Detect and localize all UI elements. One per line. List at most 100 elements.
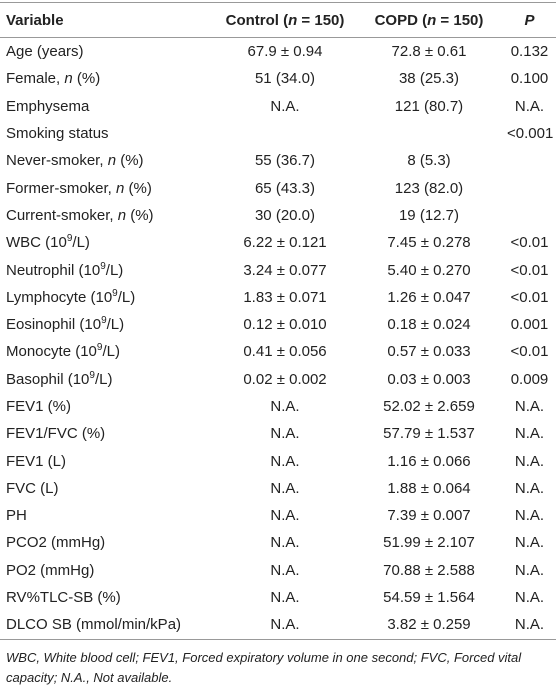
cell xyxy=(503,174,556,201)
cell xyxy=(215,120,355,147)
row-label: PO2 (mmHg) xyxy=(6,561,95,579)
cell: 52.02 ± 2.659 xyxy=(383,398,475,415)
text-part: 9 xyxy=(89,369,95,381)
cell: 123 (82.0) xyxy=(394,179,464,197)
cell: 0.009 xyxy=(510,370,549,388)
cell: N.A. xyxy=(514,589,545,607)
cell: 1.26 ± 0.047 xyxy=(387,288,471,306)
table-row: Former-smoker, n (%) 65 (43.3) 123 (82.0) xyxy=(0,174,556,201)
row-label: DLCO SB (mmol/min/kPa) xyxy=(6,616,182,634)
row-label: Basophil (109/L) xyxy=(0,366,215,393)
cell: 65 (43.3) xyxy=(254,179,316,197)
cell: N.A. xyxy=(270,97,300,115)
cell: 0.132 xyxy=(510,43,549,61)
row-label: WBC (109/L) xyxy=(0,229,215,256)
cell: <0.01 xyxy=(510,234,549,252)
cell: 51 (34.0) xyxy=(254,70,316,88)
text-part: /L) xyxy=(72,234,90,252)
table-row: FVC (L) N.A. 1.88 ± 0.064 N.A. xyxy=(0,475,556,502)
text-part: = 150) xyxy=(436,11,484,29)
data-table: Variable Control (n = 150) COPD (n = 150) P… xyxy=(0,2,556,640)
text-part: 9 xyxy=(101,315,107,327)
text-part: Neutrophil (10 xyxy=(6,261,101,279)
cell: N.A. xyxy=(270,534,300,552)
row-label: FVC (L) xyxy=(6,479,59,497)
cell: 72.8 ± 0.61 xyxy=(391,43,467,61)
header-row: Variable Control (n = 150) COPD (n = 150) P xyxy=(0,2,556,38)
cell: N.A. xyxy=(514,97,545,115)
table-row: Monocyte (109/L) 0.41 ± 0.056 0.57 ± 0.033… xyxy=(0,338,556,365)
cell: 7.45 ± 0.278 xyxy=(387,234,471,252)
text-part: Monocyte (10 xyxy=(6,343,97,361)
text-part: (%) xyxy=(72,70,101,88)
row-label: Lymphocyte (109/L) xyxy=(0,284,215,311)
text-part: Lymphocyte (10 xyxy=(6,288,113,306)
text-part: 9 xyxy=(100,260,106,272)
footnote: WBC, White blood cell; FEV1, Forced expi… xyxy=(6,649,522,685)
cell: 55 (36.7) xyxy=(254,152,316,170)
row-label: PH xyxy=(6,507,27,525)
cell: N.A. xyxy=(270,425,300,443)
table-row: Current-smoker, n (%) 30 (20.0) 19 (12.7) xyxy=(0,202,556,229)
table-row: Smoking status <0.001 xyxy=(0,120,556,147)
table-header: Variable Control (n = 150) COPD (n = 150) P xyxy=(0,2,556,38)
cell: 3.82 ± 0.259 xyxy=(387,616,471,634)
row-label: Age (years) xyxy=(6,43,84,61)
header-cell: COPD (n = 150) xyxy=(355,3,503,38)
table-row: WBC (109/L) 6.22 ± 0.121 7.45 ± 0.278 <0.01 xyxy=(0,229,556,256)
table-row: Emphysema N.A. 121 (80.7) N.A. xyxy=(0,93,556,120)
cell: <0.01 xyxy=(510,343,549,361)
cell: <0.01 xyxy=(510,261,549,279)
table-row: Lymphocyte (109/L) 1.83 ± 0.071 1.26 ± 0.0… xyxy=(0,284,556,311)
row-label: Never-smoker, n (%) xyxy=(0,147,215,174)
header-cell: P xyxy=(503,3,556,38)
cell: N.A. xyxy=(514,425,545,443)
cell: 8 (5.3) xyxy=(407,152,451,170)
row-label: Eosinophil (109/L) xyxy=(0,311,215,338)
text-part: n xyxy=(427,11,437,29)
cell: 51.99 ± 2.107 xyxy=(383,534,475,552)
text-part: n xyxy=(64,70,73,88)
cell: 0.02 ± 0.002 xyxy=(243,370,327,388)
row-label: Neutrophil (109/L) xyxy=(0,256,215,283)
text-part: Former-smoker, xyxy=(6,179,117,197)
cell: 7.39 ± 0.007 xyxy=(387,507,471,525)
text-part: Control ( xyxy=(225,11,289,29)
table-row: FEV1 (%) N.A. 52.02 ± 2.659 N.A. xyxy=(0,393,556,420)
text-part: (%) xyxy=(126,206,154,224)
cell: N.A. xyxy=(514,452,545,470)
cell xyxy=(355,120,503,147)
row-label: Smoking status xyxy=(6,125,109,143)
table-row: RV%TLC-SB (%) N.A. 54.59 ± 1.564 N.A. xyxy=(0,584,556,611)
cell: <0.001 xyxy=(507,125,554,143)
text-part: /L) xyxy=(102,343,120,361)
text-part: n xyxy=(107,152,117,170)
cell: N.A. xyxy=(270,616,300,634)
row-label: FEV1 (L) xyxy=(6,452,67,470)
table-row: PCO2 (mmHg) N.A. 51.99 ± 2.107 N.A. xyxy=(0,529,556,556)
cell: 70.88 ± 2.588 xyxy=(383,561,475,579)
row-label: RV%TLC-SB (%) xyxy=(6,589,121,607)
cell: 1.16 ± 0.066 xyxy=(387,452,471,470)
row-label: Current-smoker, n (%) xyxy=(0,202,215,229)
cell: N.A. xyxy=(514,616,545,634)
table-row: Never-smoker, n (%) 55 (36.7) 8 (5.3) xyxy=(0,147,556,174)
table-row: FEV1 (L) N.A. 1.16 ± 0.066 N.A. xyxy=(0,447,556,474)
cell: 38 (25.3) xyxy=(398,70,460,88)
cell: N.A. xyxy=(514,398,545,415)
header-cell: Control (n = 150) xyxy=(215,3,355,38)
cell: 0.001 xyxy=(510,316,549,334)
table-row: Neutrophil (109/L) 3.24 ± 0.077 5.40 ± 0.2… xyxy=(0,256,556,283)
table-row: Basophil (109/L) 0.02 ± 0.002 0.03 ± 0.003… xyxy=(0,366,556,393)
cell: 0.57 ± 0.033 xyxy=(387,343,471,361)
text-part: /L) xyxy=(106,316,125,334)
cell: N.A. xyxy=(514,507,545,525)
text-part: Current-smoker, xyxy=(6,206,118,224)
cell: 54.59 ± 1.564 xyxy=(383,589,475,607)
row-label: Emphysema xyxy=(6,97,90,115)
cell: 3.24 ± 0.077 xyxy=(243,261,327,279)
text-part: n xyxy=(288,11,298,29)
cell: 0.12 ± 0.010 xyxy=(243,316,327,334)
cell: N.A. xyxy=(514,479,545,497)
